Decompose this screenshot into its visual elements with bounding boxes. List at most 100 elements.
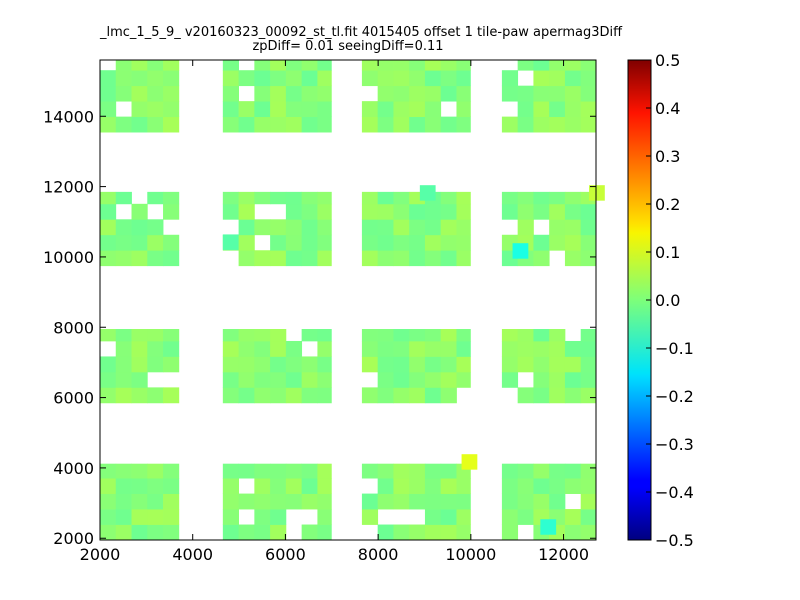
heatmap-cell-outlier	[512, 243, 529, 259]
heatmap-cell	[424, 340, 442, 357]
heatmap-cell	[131, 219, 148, 236]
heatmap-cell	[393, 60, 410, 71]
heatmap-cell	[254, 116, 271, 133]
heatmap-cell	[115, 70, 132, 87]
heatmap-cell	[361, 116, 379, 133]
heatmap-cell	[393, 387, 410, 404]
heatmap-cell	[115, 371, 132, 388]
heatmap-cell	[549, 356, 566, 373]
heatmap-cell	[361, 387, 379, 404]
heatmap-cell	[440, 250, 457, 267]
heatmap-cell	[549, 371, 566, 388]
heatmap-cell	[517, 387, 534, 404]
heatmap-cell	[131, 371, 148, 388]
heatmap-cell	[317, 60, 332, 71]
heatmap-cell	[393, 219, 410, 236]
heatmap-cell	[254, 509, 271, 525]
y-axis: 2000 4000 6000 8000 10000 12000 14000	[43, 107, 596, 548]
heatmap-cell	[301, 493, 318, 510]
y-tick-label: 4000	[53, 459, 94, 478]
heatmap-cell	[317, 478, 332, 494]
y-tick-label: 10000	[43, 248, 94, 267]
heatmap-cell	[147, 524, 164, 541]
heatmap-cell	[317, 329, 332, 342]
heatmap-cell	[456, 191, 471, 205]
heatmap-cell	[377, 101, 394, 118]
heatmap-cell	[361, 250, 379, 267]
heatmap-cell	[501, 329, 519, 342]
heatmap-cell	[440, 234, 457, 251]
heatmap-cell	[456, 116, 471, 133]
heatmap-cell	[317, 219, 332, 236]
heatmap-cell	[533, 250, 550, 267]
heatmap-cell	[533, 478, 550, 494]
heatmap-cell	[533, 60, 550, 71]
heatmap-cell	[115, 387, 132, 404]
heatmap-cell	[377, 85, 394, 102]
heatmap-cell	[163, 250, 180, 267]
colorbar-axis: 0.5 0.4 0.3 0.2 0.1 0.0 −0.1 −0.2 −0.3 −0.4 −0.5	[646, 51, 694, 550]
heatmap-cell	[100, 116, 117, 133]
heatmap-cell	[317, 493, 332, 510]
heatmap-cell	[317, 340, 332, 357]
heatmap-cell	[456, 340, 471, 357]
heatmap-cell	[440, 60, 457, 71]
heatmap-cell	[456, 203, 471, 220]
heatmap-cell	[456, 371, 471, 388]
heatmap-cell	[285, 463, 303, 479]
heatmap-cell	[317, 70, 332, 87]
heatmap-cell	[317, 387, 332, 404]
heatmap-cell	[361, 493, 379, 510]
heatmap-cell	[549, 60, 566, 71]
heatmap-cell	[254, 191, 271, 205]
heatmap-cell	[564, 203, 582, 220]
heatmap-cell	[147, 60, 164, 71]
heatmap-cell	[564, 219, 582, 236]
heatmap-cell	[238, 340, 255, 357]
heatmap-cell	[580, 463, 597, 479]
heatmap-cell	[564, 116, 582, 133]
heatmap-cell	[580, 371, 597, 388]
heatmap-cell	[440, 356, 457, 373]
colorbar-tick-label: 0.4	[655, 99, 680, 118]
heatmap-cell	[564, 191, 582, 205]
heatmap-cell	[254, 101, 271, 118]
heatmap-cell	[440, 191, 457, 205]
heatmap-cell	[115, 478, 132, 494]
colorbar-tick-label: −0.3	[655, 435, 694, 454]
heatmap-cell	[580, 250, 597, 267]
heatmap-cell	[285, 371, 303, 388]
heatmap-cell	[361, 60, 379, 71]
heatmap-cell	[361, 219, 379, 236]
heatmap-cell	[301, 191, 318, 205]
heatmap-cell	[456, 509, 471, 525]
heatmap-cell	[440, 203, 457, 220]
heatmap-cell	[238, 250, 255, 267]
heatmap-cell	[115, 116, 132, 133]
colorbar-tick-label: 0.2	[655, 195, 680, 214]
heatmap-cell	[533, 329, 550, 342]
heatmap-cell	[549, 191, 566, 205]
heatmap-cell	[361, 191, 379, 205]
heatmap-cell	[270, 234, 287, 251]
heatmap-cell	[222, 340, 239, 357]
heatmap-cell	[580, 493, 597, 510]
heatmap-cell	[285, 340, 303, 357]
heatmap-cell	[163, 60, 180, 71]
heatmap-cell	[100, 509, 117, 525]
heatmap-cell	[501, 340, 519, 357]
heatmap-cell	[533, 191, 550, 205]
heatmap-cell	[270, 356, 287, 373]
heatmap-cell	[549, 493, 566, 510]
heatmap-cell	[580, 219, 597, 236]
heatmap-cell	[440, 329, 457, 342]
colorbar-tick-label: 0.3	[655, 147, 680, 166]
heatmap-cell	[285, 70, 303, 87]
heatmap-cell	[270, 191, 287, 205]
heatmap-cell	[115, 356, 132, 373]
heatmap-cell	[270, 85, 287, 102]
heatmap-cell	[131, 85, 148, 102]
heatmap-cell	[238, 203, 255, 220]
heatmap-cell-outlier	[589, 185, 605, 201]
